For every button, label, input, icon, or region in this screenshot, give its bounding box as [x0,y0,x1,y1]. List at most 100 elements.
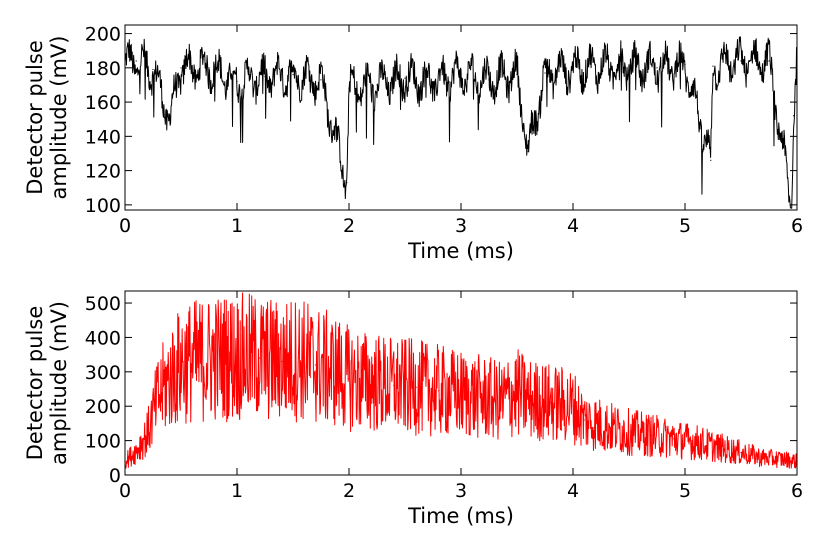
x-tick-label: 1 [231,480,243,502]
data-point [135,450,137,452]
data-point [740,452,742,454]
data-point [135,60,137,62]
y-tick-label: 180 [85,58,121,80]
data-point [488,79,490,81]
data-point [684,63,686,65]
y-axis-label-line: Detector pulse [23,306,47,461]
data-point [180,364,182,366]
data-point [180,67,182,69]
y-tick-label: 200 [85,24,121,46]
y-tick-label: 400 [85,327,121,349]
data-point [208,67,210,69]
data-point [314,364,316,366]
y-tick-label: 100 [85,195,121,217]
y-tick-label: 120 [85,161,121,183]
series-line [124,36,798,209]
data-point [550,402,552,404]
data-point [527,398,529,400]
x-tick-label: 6 [791,480,803,502]
x-tick-label: 6 [791,215,803,237]
data-point [527,151,529,153]
x-tick-label: 5 [679,480,691,502]
x-tick-label: 0 [119,215,131,237]
data-point [432,80,434,83]
x-tick-label: 3 [455,480,467,502]
data-point [572,68,574,71]
data-point [169,378,171,380]
x-tick-label: 4 [567,480,579,502]
data-point [169,118,171,120]
y-tick-label: 140 [85,126,121,148]
data-point [572,405,574,407]
x-tick-label: 4 [567,215,579,237]
data-point [158,395,160,397]
data-point [404,77,406,79]
data-point [348,378,350,380]
x-axis-label: Time (ms) [407,504,514,528]
data-point [337,371,339,373]
x-tick-label: 1 [231,215,243,237]
x-axis-label: Time (ms) [407,239,514,263]
data-point [695,441,697,443]
data-point [346,181,348,184]
data-point [499,400,501,402]
y-tick-label: 300 [85,362,121,384]
data-point [376,84,378,86]
data-point [600,65,602,67]
bottom-panel: 0 1 2 3 4 5 6 0 100 200 300 400 500 Time (ms) Detector… [23,290,803,528]
series-line [124,292,798,469]
data-point [656,67,658,69]
data-point [264,75,266,77]
y-tick-label: 0 [109,465,121,487]
y-axis-label: Detector pulseamplitude (mV) [23,35,71,199]
y-axis-label-line: Detector pulse [23,40,47,195]
data-point [544,72,546,74]
x-tick-label: 0 [119,480,131,502]
data-point [516,74,518,76]
data-point [785,458,787,461]
x-tick-label: 5 [679,215,691,237]
data-point [768,60,770,62]
y-tick-label: 160 [85,92,121,114]
data-point [673,438,675,440]
data-point [298,357,300,359]
data-point [258,357,260,359]
data-point [236,355,238,357]
data-point [628,431,630,433]
data-point [281,360,283,363]
y-tick-label: 500 [85,293,121,315]
data-point [320,79,322,81]
data-point [740,60,742,62]
data-point [393,384,395,387]
y-axis-label: Detector pulseamplitude (mV) [23,301,71,465]
data-point [152,68,154,71]
data-point [146,433,148,435]
data-point [606,426,608,428]
data-point [460,393,462,395]
data-point [460,74,462,76]
data-point [438,390,440,392]
data-point [628,65,630,67]
plot-frame [124,24,798,211]
x-tick-label: 3 [455,215,467,237]
x-tick-label: 2 [343,480,355,502]
data-point [516,391,518,394]
data-point [710,159,712,161]
data-point [718,446,720,449]
y-axis-label-line: amplitude (mV) [47,35,71,199]
top-panel: 0 1 2 3 4 5 6 100 120 140 160 180 200 Time (ms) Detect… [23,24,803,263]
data-point [482,397,484,399]
data-point [650,434,653,437]
data-point [415,386,417,388]
data-point [762,457,765,459]
data-point [712,65,714,67]
y-tick-label: 200 [85,396,121,418]
data-point [214,357,216,359]
y-axis-label-line: amplitude (mV) [47,301,71,465]
x-tick-label: 2 [343,215,355,237]
data-point [348,87,350,89]
data-point [370,381,372,383]
data-point [236,80,238,83]
data-point [583,419,585,421]
